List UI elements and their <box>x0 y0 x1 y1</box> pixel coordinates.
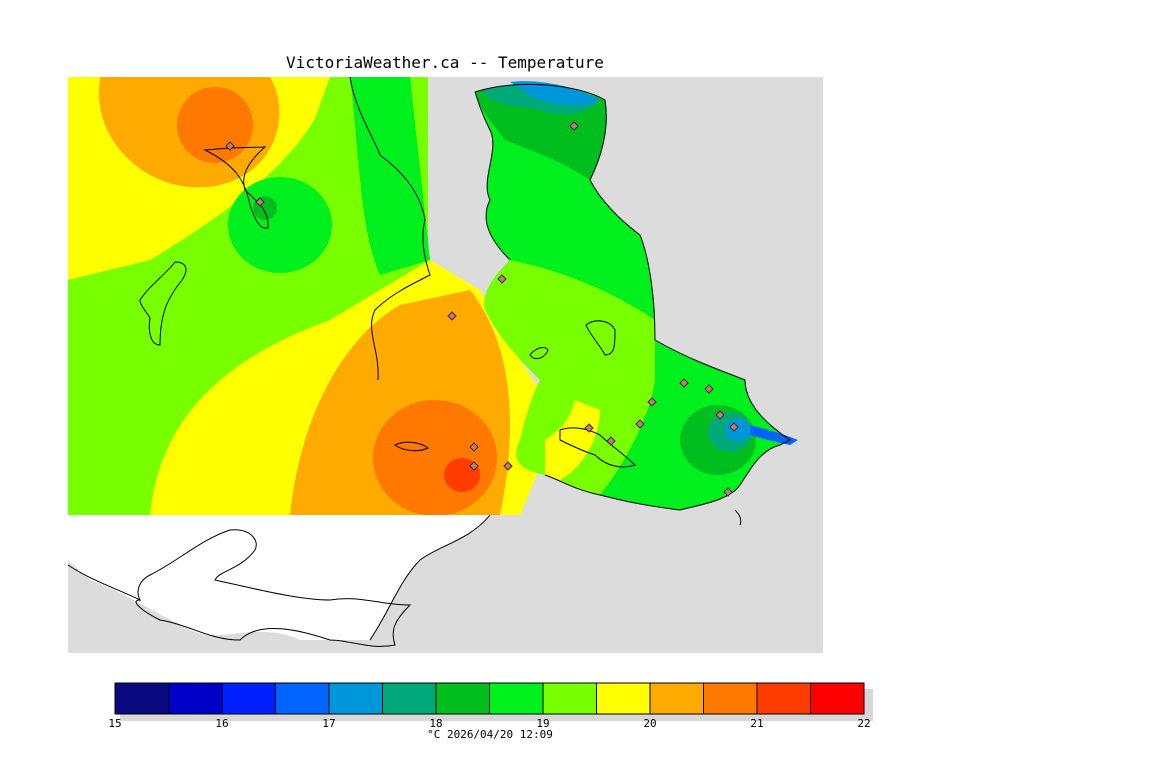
station-marker[interactable] <box>497 274 507 284</box>
legend-color-box <box>596 682 651 715</box>
station-marker[interactable] <box>647 397 657 407</box>
coastline <box>67 76 791 647</box>
legend-color-box <box>810 682 865 715</box>
legend-tick-label: 16 <box>215 717 228 730</box>
station-marker[interactable] <box>679 378 689 388</box>
station-marker[interactable] <box>225 141 235 151</box>
legend-tick-label: 20 <box>643 717 656 730</box>
southern-area <box>68 515 490 640</box>
legend-boxes <box>114 682 865 715</box>
station-marker[interactable] <box>569 121 579 131</box>
legend-color-box <box>168 682 223 715</box>
legend-tick-label: 15 <box>108 717 121 730</box>
legend-color-box <box>435 682 490 715</box>
legend-color-box <box>328 682 383 715</box>
legend-color-box <box>221 682 276 715</box>
legend-color-box <box>114 682 169 715</box>
temperature-map <box>67 76 823 653</box>
station-marker[interactable] <box>729 422 739 432</box>
station-marker[interactable] <box>606 436 616 446</box>
legend-color-box <box>703 682 758 715</box>
legend-color-box <box>489 682 544 715</box>
station-marker[interactable] <box>255 197 265 207</box>
legend-tick-label: 21 <box>750 717 763 730</box>
station-marker[interactable] <box>469 442 479 452</box>
units-and-timestamp: °C 2026/04/20 12:09 <box>427 728 553 741</box>
legend-color-box <box>542 682 597 715</box>
legend-tick-label: 18 <box>429 717 442 730</box>
station-marker[interactable] <box>704 384 714 394</box>
station-marker[interactable] <box>723 487 733 497</box>
legend-tick-label: 22 <box>857 717 870 730</box>
legend-color-box <box>756 682 811 715</box>
weather-stations <box>225 121 739 497</box>
legend-tick-label: 19 <box>536 717 549 730</box>
map-title: VictoriaWeather.ca -- Temperature <box>286 53 604 72</box>
station-marker[interactable] <box>715 410 725 420</box>
legend-color-box <box>649 682 704 715</box>
station-marker[interactable] <box>503 461 513 471</box>
legend-color-box <box>275 682 330 715</box>
station-marker[interactable] <box>447 311 457 321</box>
station-marker[interactable] <box>635 419 645 429</box>
legend-color-box <box>382 682 437 715</box>
legend-ticks: 15 16 17 18 19 20 21 22 <box>108 717 870 730</box>
legend-tick-label: 17 <box>322 717 335 730</box>
station-marker[interactable] <box>584 423 594 433</box>
station-marker[interactable] <box>469 461 479 471</box>
